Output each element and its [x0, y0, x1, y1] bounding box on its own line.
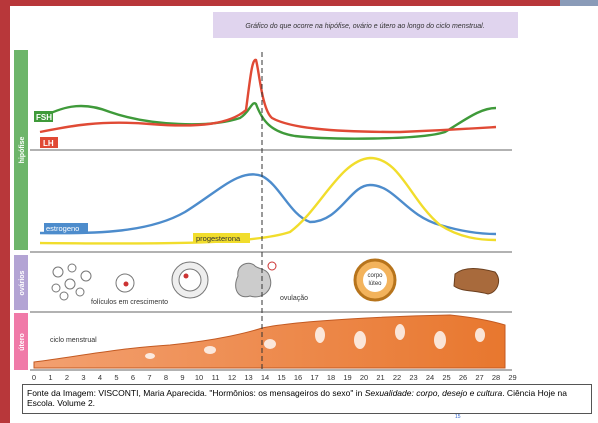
day-label: 14	[261, 373, 269, 382]
day-label: 24	[426, 373, 434, 382]
page-number: 15	[455, 414, 461, 420]
day-label: 22	[393, 373, 401, 382]
day-label: 12	[228, 373, 236, 382]
day-label: 13	[244, 373, 252, 382]
fsh-label: FSH	[36, 113, 52, 122]
source-text: Fonte da Imagem: VISCONTI, Maria Apareci…	[27, 388, 365, 398]
day-label: 0	[32, 373, 36, 382]
page: Gráfico do que ocorre na hipófise, ovári…	[0, 0, 598, 423]
day-label: 1	[48, 373, 52, 382]
day-label: 8	[164, 373, 168, 382]
section-label: ovários	[19, 270, 26, 295]
ruptured-follicle	[236, 263, 271, 297]
day-label: 21	[376, 373, 384, 382]
day-label: 23	[409, 373, 417, 382]
day-label: 16	[294, 373, 302, 382]
day-label: 28	[492, 373, 500, 382]
corpus-albicans	[454, 269, 499, 295]
follicles	[52, 262, 208, 300]
progesterone-label: progesterona	[196, 234, 241, 243]
day-label: 6	[131, 373, 135, 382]
day-label: 7	[147, 373, 151, 382]
section-label: útero	[19, 333, 26, 351]
day-label: 26	[459, 373, 467, 382]
day-label: 15	[277, 373, 285, 382]
day-label: 3	[81, 373, 85, 382]
released-oocyte	[268, 262, 276, 270]
uterus-label: ciclo menstrual	[50, 337, 97, 344]
section-label: hipófise	[19, 136, 26, 163]
ovary-label: folículos em crescimento	[91, 299, 168, 306]
day-label: 20	[360, 373, 368, 382]
oocyte	[124, 282, 129, 287]
day-label: 17	[310, 373, 318, 382]
day-label: 4	[98, 373, 102, 382]
diagram: Gráfico do que ocorre na hipófise, ovári…	[0, 0, 598, 423]
day-label: 10	[195, 373, 203, 382]
lh-label: LH	[43, 139, 54, 148]
caption: Gráfico do que ocorre na hipófise, ovári…	[245, 23, 484, 30]
day-label: 2	[65, 373, 69, 382]
ovary-label: corpo	[367, 273, 383, 279]
oocyte	[184, 274, 189, 279]
lh-curve	[40, 60, 496, 132]
estrogen-label: estrogeno	[46, 224, 79, 233]
day-label: 5	[114, 373, 118, 382]
source: Fonte da Imagem: VISCONTI, Maria Apareci…	[22, 384, 592, 414]
ovary-label: lúteo	[368, 281, 382, 287]
day-label: 25	[442, 373, 450, 382]
corpus-luteum-inner	[363, 268, 387, 292]
ovary-label: ovulação	[280, 295, 308, 302]
day-label: 18	[327, 373, 335, 382]
fsh-curve	[40, 103, 496, 138]
source-title: Sexualidade: corpo, desejo e cultura	[365, 388, 503, 398]
day-label: 11	[212, 373, 220, 382]
estrogen-curve	[40, 174, 496, 234]
day-label: 27	[475, 373, 483, 382]
day-label: 19	[343, 373, 351, 382]
day-label: 29	[508, 373, 516, 382]
day-label: 9	[180, 373, 184, 382]
